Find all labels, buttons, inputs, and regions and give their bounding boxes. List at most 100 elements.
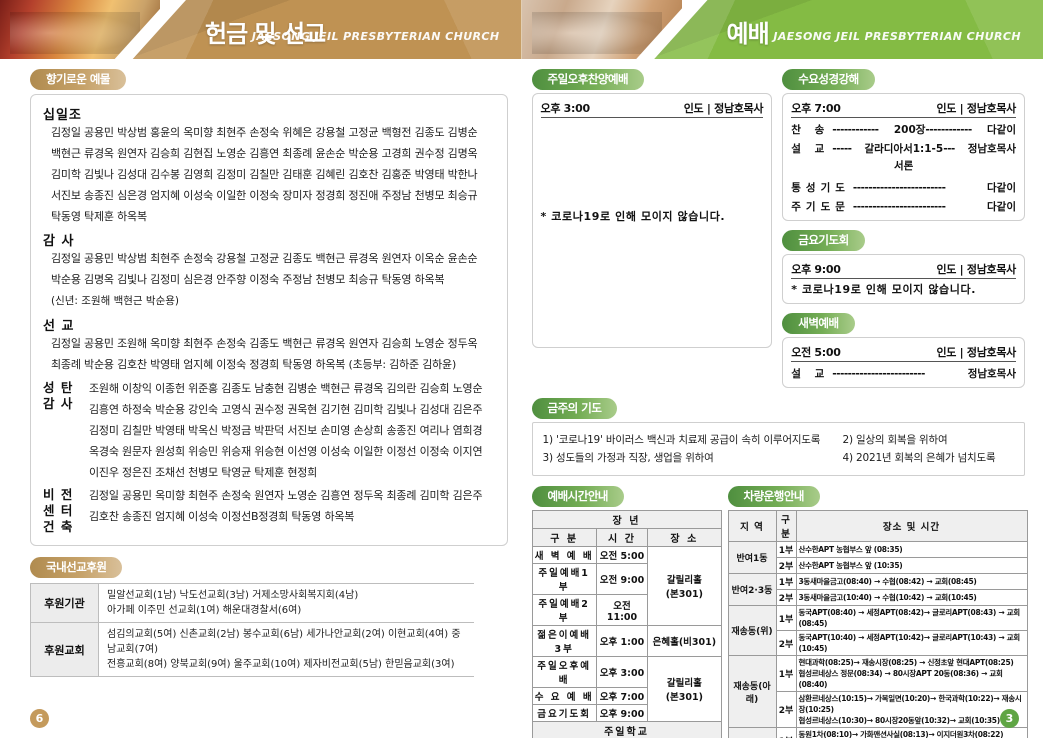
prayer-pill: 금주의 기도 [531, 398, 618, 419]
right-page-number: 3 [1000, 709, 1019, 728]
table-header-row: 구 분 시 간 장 소 [531, 528, 722, 547]
bus-part: 1부 [775, 541, 797, 558]
offering-group-label: 감 사 [43, 234, 75, 249]
offering-names-row: 옥경숙 원문자 원성희 위승민 위승재 위승현 이선영 이성숙 이일한 이정선 … [89, 445, 483, 458]
offering-names-row: 조원해 이창익 이종헌 위준홍 김종도 남충현 김병순 백현근 류경옥 김의란 … [89, 382, 483, 395]
service-time: 오전 11:00 [595, 594, 649, 626]
bus-route: 3동새마을금고(08:40) → 수협(08:42) → 교회(08:45) [795, 573, 1028, 590]
left-banner-title: 헌금 및 선교 [205, 20, 326, 48]
prayer-item: 4) 2021년 회복의 은혜가 넘치도록 [842, 452, 996, 464]
support-line: 밀알선교회(1남) 낙도선교회(3남) 거제소망사회복지회(4남) [107, 590, 359, 601]
table-row: 젊은이예배3부 오후 1:00 은혜홀(비301) [531, 625, 722, 657]
table-row: 수 요 예 배 오후 7:00 [531, 687, 721, 705]
spacer [541, 118, 764, 206]
prayer-box: 1) '코로나19' 바이러스 백신과 치료제 공급이 속히 이루어지도록 2)… [531, 422, 1025, 476]
column-header: 장소 및 시간 [795, 510, 1028, 542]
service-name: 금요기도회 [531, 704, 597, 722]
service-times-column: 예배시간안내 장 년 구 분 시 간 장 소 [531, 485, 722, 738]
offering-names-row: 김흥연 하정숙 박순용 강인숙 고영식 권수정 권욱현 김기현 김미학 김빛나 … [89, 403, 483, 416]
prayer-item: 1) '코로나19' 바이러스 백신과 치료제 공급이 속히 이루어지도록 [542, 434, 821, 446]
service-name: 젊은이예배3부 [531, 625, 597, 657]
offering-names-row: 김정일 공용민 조원해 옥미향 최현주 손정숙 김종도 백현근 류경옥 원연자 … [51, 337, 478, 350]
right-banner-subtitle: JAESONG JEIL PRESBYTERIAN CHURCH [773, 30, 1021, 43]
worship-column-left: 주일오후찬양예배 오후 3:00 인도 | 정남호목사 * 코로나19로 인해 … [531, 68, 773, 388]
order-dots: ------------------------ [852, 201, 946, 213]
bus-part: 1부 [775, 573, 797, 590]
order-value: 다같이 [987, 124, 1016, 136]
service-place: 갈릴리홀 (본301) [647, 656, 722, 722]
place-name: 갈릴리홀 [666, 678, 702, 689]
bus-pill: 차량운행안내 [727, 486, 820, 507]
order-dots2: ------------ [925, 124, 972, 136]
right-banner-underline [521, 59, 1043, 62]
service-time: 오후 7:00 [791, 102, 841, 115]
offering-group-label: 비 전 센 터 건 축 [43, 487, 74, 534]
service-times-table: 장 년 구 분 시 간 장 소 새 벽 예 배 오전 5:00 [531, 510, 722, 738]
table-row: 반여1동 1부 산수한APT 농협부스 앞 (08:35) [727, 541, 1028, 574]
order-value: 정남호목사 [967, 143, 1016, 155]
order-dots: ------------ [832, 124, 879, 136]
bus-area: 재송동(위) [727, 605, 777, 656]
service-name: 주일예배2부 [531, 594, 597, 626]
support-section-pill: 국내선교후원 [30, 557, 123, 578]
column-header: 장 소 [647, 528, 722, 547]
offering-names-row: 김미학 김빛나 김성대 김수봉 김영희 김정미 김칠만 김태훈 김혜린 김호찬 … [51, 168, 478, 181]
table-row: 2부 동국APT(10:40) → 세정APT(10:42)→ 글로리APT(1… [728, 630, 1028, 656]
offering-group-christmas: 성 탄 감 사 조원해 이창익 이종헌 위준홍 김종도 남충현 김병순 백현근 … [43, 378, 497, 483]
offering-group-thanks: 감 사 김정일 공용민 박상범 최현주 손정숙 강용철 고정균 김종도 백현근 … [43, 230, 497, 312]
offering-names-row: 김호찬 송종진 엄지혜 이성숙 이정선B정경희 탁동영 하옥복 [89, 510, 355, 523]
place-room: (본301) [665, 692, 703, 703]
order-line: 설 교 ----- 갈라디아서1:1-5 --- 정남호목사 [791, 141, 1016, 156]
right-banner-title: 예배 [726, 20, 770, 48]
support-table: 후원기관 밀알선교회(1남) 낙도선교회(3남) 거제소망사회복지회(4남) 아… [30, 583, 474, 677]
offering-group-mission: 선 교 김정일 공용민 조원해 옥미향 최현주 손정숙 김종도 백현근 류경옥 … [43, 315, 497, 375]
service-head: 오후 9:00 인도 | 정남호목사 [791, 261, 1016, 279]
order-line: 설 교 ------------------------ 정남호목사 [791, 366, 1016, 381]
offering-group-label: 십일조 [43, 108, 82, 123]
offering-names-row: 백현근 류경옥 원연자 김승희 김현집 노영순 김흥연 최종례 윤손순 박순용 … [51, 147, 478, 160]
offering-group-label: 선 교 [43, 319, 75, 334]
service-time: 오후 9:00 [595, 704, 649, 722]
bus-part: 2부 [775, 691, 797, 728]
offering-group-label: 성 탄 감 사 [43, 380, 74, 411]
service-times-group-header: 장 년 [531, 510, 722, 529]
right-content: 주일오후찬양예배 오후 3:00 인도 | 정남호목사 * 코로나19로 인해 … [522, 62, 1043, 738]
order-value: 다같이 [987, 201, 1016, 213]
support-line: 섬김의교회(5여) 신촌교회(2남) 봉수교회(6남) 세가나안교회(2여) 이… [107, 629, 461, 655]
bus-part: 2부 [775, 557, 797, 574]
prayer-row: 3) 성도들의 가정과 직장, 생업을 위하여 4) 2021년 회복의 은혜가… [543, 449, 1015, 467]
left-banner-photo [0, 0, 160, 62]
right-banner-color [639, 0, 1043, 62]
left-banner-underline [0, 59, 522, 62]
service-times-pill: 예배시간안내 [531, 486, 624, 507]
service-name: 수 요 예 배 [531, 687, 597, 705]
offering-names-row: 탁동영 탁제훈 하옥복 [51, 210, 147, 223]
offering-names-row: 김정미 김칠만 박영태 박옥신 박정금 박판덕 서진보 손미영 손상희 송종진 … [89, 424, 483, 437]
order-key: 통성기도 [791, 182, 850, 194]
sunday-afternoon-notice: * 코로나19로 인해 모이지 않습니다. [540, 210, 726, 223]
order-line: 찬 송 ------------ 200장 ------------ 다같이 [791, 122, 1016, 137]
service-leader: 인도 | 정남호목사 [936, 102, 1016, 115]
table-row: 주일예배2부 오전 11:00 [531, 594, 721, 626]
offering-names-row: 김정일 공용민 박상범 최현주 손정숙 강용철 고정균 김종도 백현근 류경옥 … [51, 252, 478, 265]
service-time: 오전 5:00 [791, 346, 841, 359]
sunday-afternoon-box: 오후 3:00 인도 | 정남호목사 * 코로나19로 인해 모이지 않습니다. [531, 93, 773, 348]
order-mid: 200장 [893, 124, 926, 136]
service-leader: 인도 | 정남호목사 [683, 102, 764, 115]
offering-names-row: 최종례 박순용 김호찬 박영태 엄지혜 이정숙 정경희 탁동영 하옥복 (초등부… [51, 358, 457, 371]
wednesday-pill: 수요성경강해 [782, 69, 875, 90]
right-page: 예배 JAESONG JEIL PRESBYTERIAN CHURCH 주일오후… [521, 0, 1043, 738]
worship-column-right: 수요성경강해 오후 7:00 인도 | 정남호목사 찬 송 ----------… [782, 68, 1025, 388]
bus-route-line: 협성르네상스(10:30)→ 80시장20동앞(10:32)→ 교회(10:35… [798, 716, 1001, 725]
left-banner-subtitle: JAESONG JEIL PRESBYTERIAN CHURCH [251, 30, 500, 43]
offering-names-row: 김정일 공용민 박상범 홍윤의 옥미향 최현주 손정숙 위혜은 강용철 고정균 … [51, 126, 478, 139]
offering-names-row: 서진보 송종진 심은경 엄지혜 이성숙 이일한 이정숙 장미자 정경희 정진애 … [51, 189, 478, 202]
order-key: 설 교 [791, 143, 830, 155]
sunday-afternoon-pill: 주일오후찬양예배 [531, 69, 645, 90]
support-row-key: 후원교회 [30, 622, 99, 677]
table-row: 반여2·3동 1부 3동새마을금고(08:40) → 수협(08:42) → 교… [727, 573, 1028, 606]
offering-names-row: 이진우 정은진 조채선 천병모 탁영균 탁제훈 현정희 [89, 466, 318, 479]
bus-route: 산수한APT 농협부스 앞 (08:35) [795, 541, 1028, 558]
bus-column: 차량운행안내 지 역 구분 장소 및 시간 반여1동 1부 산수한 [727, 485, 1028, 738]
